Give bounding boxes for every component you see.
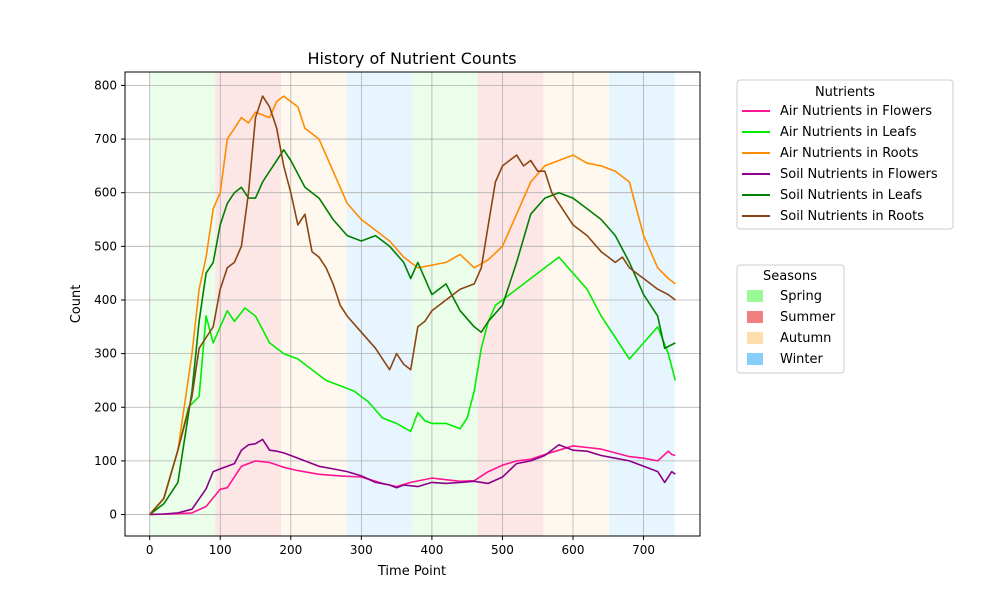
y-tick-label: 800 [94, 78, 117, 92]
series-line-3 [149, 438, 676, 516]
season-label-autumn: Autumn [780, 331, 831, 346]
legend-seasons-title: Seasons [763, 269, 817, 284]
season-swatch-summer [747, 311, 763, 323]
season-swatch-autumn [747, 332, 763, 344]
legend-label-1: Air Nutrients in Leafs [780, 125, 917, 140]
season-band-spring-4 [412, 72, 478, 536]
season-label-summer: Summer [780, 310, 836, 325]
series-line-1 [149, 256, 677, 516]
x-tick-label: 400 [420, 543, 443, 557]
series-lines [149, 95, 677, 516]
legend-label-2: Air Nutrients in Roots [780, 146, 919, 161]
y-tick-label: 500 [94, 239, 117, 253]
y-axis-label: Count [69, 285, 84, 324]
legend-label-4: Soil Nutrients in Leafs [780, 188, 922, 203]
x-tick-label: 600 [562, 543, 585, 557]
legend-seasons-box [736, 264, 845, 374]
plot-frame [124, 71, 701, 537]
season-label-winter: Winter [780, 352, 824, 367]
season-band-winter-3 [346, 72, 413, 536]
legend-nutrients: Nutrients Air Nutrients in Flowers Air Nu… [736, 79, 954, 230]
season-swatch-winter [747, 353, 763, 365]
x-tick-label: 100 [209, 543, 232, 557]
y-tick-label: 200 [94, 400, 117, 414]
season-swatch-spring [747, 290, 763, 302]
legend-seasons: Seasons Spring Summer Autumn Winter [736, 264, 845, 374]
chart-title: History of Nutrient Counts [307, 49, 516, 68]
season-band-autumn-2 [280, 72, 347, 536]
series-line-4 [149, 149, 676, 516]
series-line-2 [149, 95, 676, 516]
series-line-0 [149, 445, 676, 516]
season-label-spring: Spring [780, 289, 822, 304]
axis-ticks: 0 100 200 300 400 500 600 700 0 100 200 300 400 500 60… [94, 78, 655, 557]
season-band-autumn-6 [543, 72, 609, 536]
y-tick-label: 600 [94, 186, 117, 200]
y-tick-label: 100 [94, 454, 117, 468]
legend-label-3: Soil Nutrients in Flowers [780, 167, 938, 182]
x-tick-label: 700 [632, 543, 655, 557]
x-tick-label: 500 [491, 543, 514, 557]
x-tick-label: 300 [350, 543, 373, 557]
grid-lines [125, 72, 700, 536]
legend-label-0: Air Nutrients in Flowers [780, 104, 932, 119]
x-tick-label: 0 [146, 543, 154, 557]
y-tick-label: 400 [94, 293, 117, 307]
legend-nutrients-title: Nutrients [815, 85, 875, 100]
season-band-spring-0 [149, 72, 216, 536]
x-axis-label: Time Point [377, 564, 446, 579]
series-line-5 [149, 95, 676, 516]
y-tick-label: 0 [109, 508, 117, 522]
legend-nutrients-box [736, 79, 954, 230]
x-tick-label: 200 [279, 543, 302, 557]
y-tick-label: 300 [94, 347, 117, 361]
season-band-summer-5 [477, 72, 544, 536]
y-tick-label: 700 [94, 132, 117, 146]
legend-label-5: Soil Nutrients in Roots [780, 209, 924, 224]
